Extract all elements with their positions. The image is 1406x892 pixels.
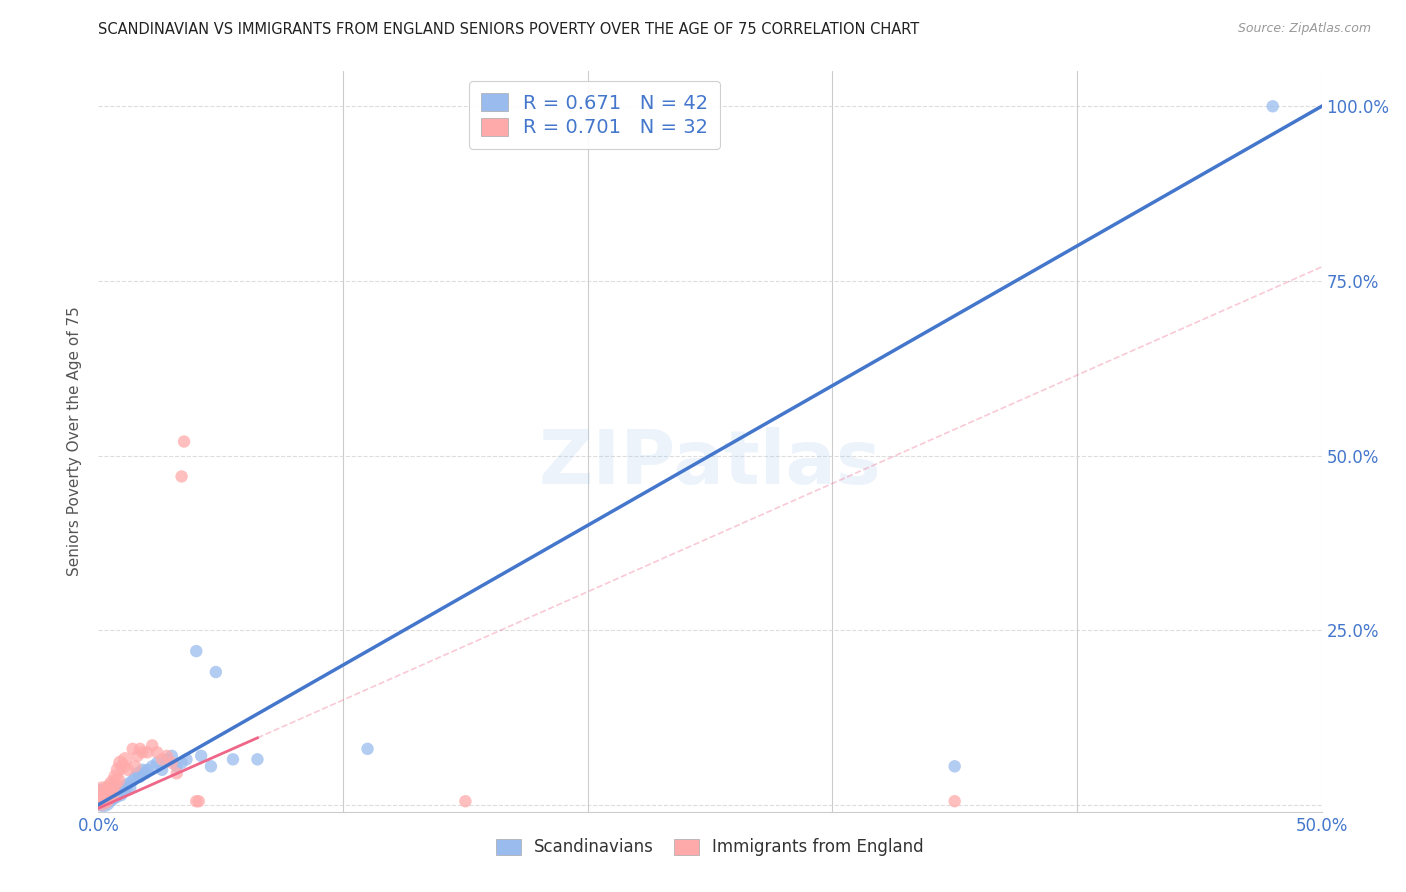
Point bbox=[146, 745, 169, 759]
Point bbox=[90, 790, 112, 805]
Point bbox=[124, 770, 146, 784]
Point bbox=[91, 792, 114, 806]
Point bbox=[1261, 99, 1284, 113]
Point bbox=[205, 665, 228, 679]
Point bbox=[91, 787, 114, 801]
Point bbox=[943, 794, 966, 808]
Point bbox=[186, 794, 208, 808]
Point bbox=[170, 756, 193, 770]
Point bbox=[136, 763, 159, 777]
Point bbox=[111, 759, 134, 773]
Point bbox=[104, 785, 127, 799]
Point bbox=[94, 790, 117, 805]
Point bbox=[114, 752, 136, 766]
Point bbox=[186, 644, 208, 658]
Point bbox=[94, 792, 117, 806]
Point bbox=[100, 784, 122, 798]
Point bbox=[121, 773, 143, 788]
Text: SCANDINAVIAN VS IMMIGRANTS FROM ENGLAND SENIORS POVERTY OVER THE AGE OF 75 CORRE: SCANDINAVIAN VS IMMIGRANTS FROM ENGLAND … bbox=[98, 22, 920, 37]
Point bbox=[100, 780, 122, 795]
Point bbox=[107, 763, 129, 777]
Point bbox=[131, 745, 153, 759]
Point bbox=[160, 748, 183, 763]
Point bbox=[100, 790, 122, 805]
Point bbox=[111, 784, 134, 798]
Point bbox=[97, 784, 120, 798]
Point bbox=[110, 787, 132, 801]
Point bbox=[104, 770, 127, 784]
Point bbox=[454, 794, 477, 808]
Text: ZIPatlas: ZIPatlas bbox=[538, 427, 882, 500]
Point bbox=[101, 787, 124, 801]
Point bbox=[190, 748, 212, 763]
Point bbox=[120, 780, 142, 795]
Point bbox=[166, 766, 188, 780]
Point bbox=[134, 766, 156, 780]
Point bbox=[117, 763, 139, 777]
Point bbox=[200, 759, 222, 773]
Point bbox=[156, 752, 179, 766]
Point bbox=[222, 752, 245, 766]
Point bbox=[94, 792, 117, 806]
Text: Source: ZipAtlas.com: Source: ZipAtlas.com bbox=[1237, 22, 1371, 36]
Point bbox=[124, 759, 146, 773]
Point bbox=[176, 752, 198, 766]
Point bbox=[107, 773, 129, 788]
Point bbox=[160, 756, 183, 770]
Point bbox=[107, 784, 129, 798]
Point bbox=[129, 770, 152, 784]
Point bbox=[141, 739, 163, 753]
Point bbox=[170, 469, 193, 483]
Point bbox=[90, 790, 112, 805]
Point bbox=[104, 789, 127, 804]
Point bbox=[100, 787, 122, 801]
Point bbox=[943, 759, 966, 773]
Point bbox=[136, 745, 159, 759]
Point bbox=[114, 780, 136, 795]
Point bbox=[129, 742, 152, 756]
Point bbox=[101, 777, 124, 791]
Point bbox=[91, 789, 114, 804]
Point bbox=[156, 748, 179, 763]
Point bbox=[141, 759, 163, 773]
Point bbox=[131, 763, 153, 777]
Point bbox=[97, 789, 120, 804]
Point bbox=[356, 742, 378, 756]
Point bbox=[127, 766, 149, 780]
Point bbox=[246, 752, 269, 766]
Point bbox=[146, 756, 169, 770]
Legend: Scandinavians, Immigrants from England: Scandinavians, Immigrants from England bbox=[486, 829, 934, 866]
Point bbox=[97, 787, 120, 801]
Point bbox=[127, 748, 149, 763]
Y-axis label: Seniors Poverty Over the Age of 75: Seniors Poverty Over the Age of 75 bbox=[67, 307, 83, 576]
Point bbox=[121, 742, 143, 756]
Point bbox=[150, 752, 173, 766]
Point bbox=[173, 434, 195, 449]
Point bbox=[187, 794, 209, 808]
Point bbox=[166, 759, 188, 773]
Point bbox=[150, 763, 173, 777]
Point bbox=[110, 756, 132, 770]
Point bbox=[117, 777, 139, 791]
